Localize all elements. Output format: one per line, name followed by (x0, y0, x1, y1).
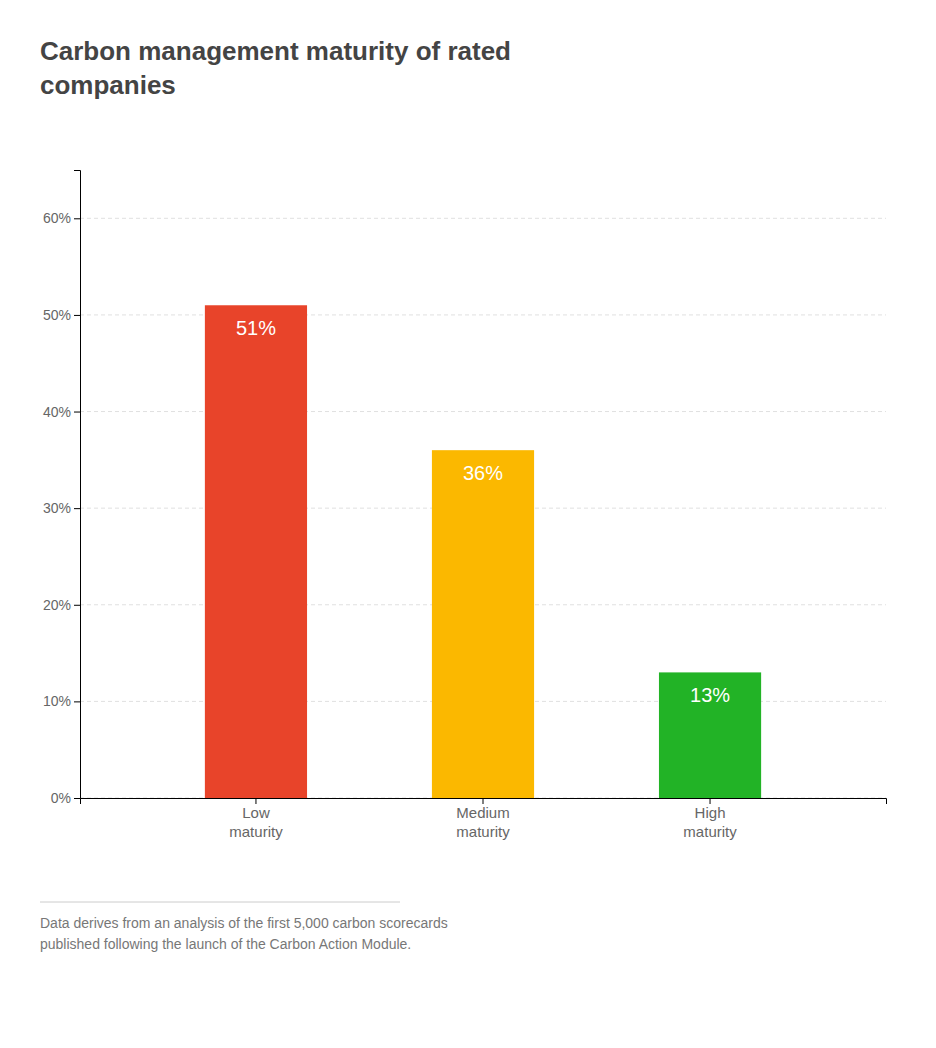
grid (80, 218, 886, 798)
title-line: Carbon management maturity of rated (40, 36, 511, 66)
y-axis-line (74, 171, 81, 799)
separator (40, 902, 400, 903)
y-tick: 20% (43, 597, 80, 613)
plot: 51% 36% 13% 0% 10% 20% 30% 40% 50% 60% Low maturity… (43, 171, 887, 841)
y-tick-label: 10% (43, 693, 71, 709)
y-tick-mark (74, 798, 80, 799)
grid-line (80, 218, 886, 219)
y-tick-label: 50% (43, 307, 71, 323)
data-labels: 51% 36% 13% (236, 317, 730, 706)
y-tick-mark (74, 412, 80, 413)
y-tick: 10% (43, 693, 80, 709)
title-line: companies (40, 70, 176, 100)
footnote-line: Data derives from an analysis of the fir… (40, 915, 448, 931)
y-tick-mark (74, 315, 80, 316)
grid-line (80, 411, 886, 412)
y-tick: 60% (43, 210, 80, 226)
x-tick-label: High maturity (683, 804, 737, 841)
x-tick-label-line: Medium (456, 804, 509, 821)
y-tick-label: 20% (43, 597, 71, 613)
x-tick-label-line: Low (242, 804, 270, 821)
bar (659, 672, 761, 798)
y-tick-label: 40% (43, 404, 71, 420)
x-tick-label-line: High (695, 804, 726, 821)
bars (205, 305, 761, 798)
x-tick-label: Low maturity (229, 804, 283, 841)
x-tick: Low maturity (229, 798, 283, 840)
x-axis: Low maturity Medium maturity High maturity (81, 798, 887, 840)
y-tick: 30% (43, 500, 80, 516)
data-label: 36% (463, 462, 503, 484)
title: Carbon management maturity of rated compa… (40, 36, 511, 100)
y-tick-mark (74, 218, 80, 219)
x-tick: Medium maturity (456, 798, 510, 840)
y-tick-label: 60% (43, 210, 71, 226)
y-tick-mark (74, 701, 80, 702)
x-tick-label: Medium maturity (456, 804, 510, 841)
x-tick: High maturity (683, 798, 737, 840)
y-tick-mark (74, 508, 80, 509)
bar (205, 305, 307, 798)
x-tick-label-line: maturity (456, 823, 510, 840)
y-tick-label: 30% (43, 500, 71, 516)
footnote-line: published following the launch of the Ca… (40, 936, 411, 952)
x-tick-label-line: maturity (683, 823, 737, 840)
grid-line (80, 314, 886, 315)
footnote: Data derives from an analysis of the fir… (40, 915, 448, 952)
y-tick: 40% (43, 404, 80, 420)
chart: Carbon management maturity of rated compa… (0, 0, 936, 1048)
data-label: 13% (690, 684, 730, 706)
bar (432, 450, 534, 798)
y-tick: 0% (51, 790, 80, 806)
y-tick: 50% (43, 307, 80, 323)
y-tick-mark (74, 605, 80, 606)
y-tick-label: 0% (51, 790, 71, 806)
data-label: 51% (236, 317, 276, 339)
x-tick-label-line: maturity (229, 823, 283, 840)
y-axis: 0% 10% 20% 30% 40% 50% 60% (43, 171, 81, 806)
